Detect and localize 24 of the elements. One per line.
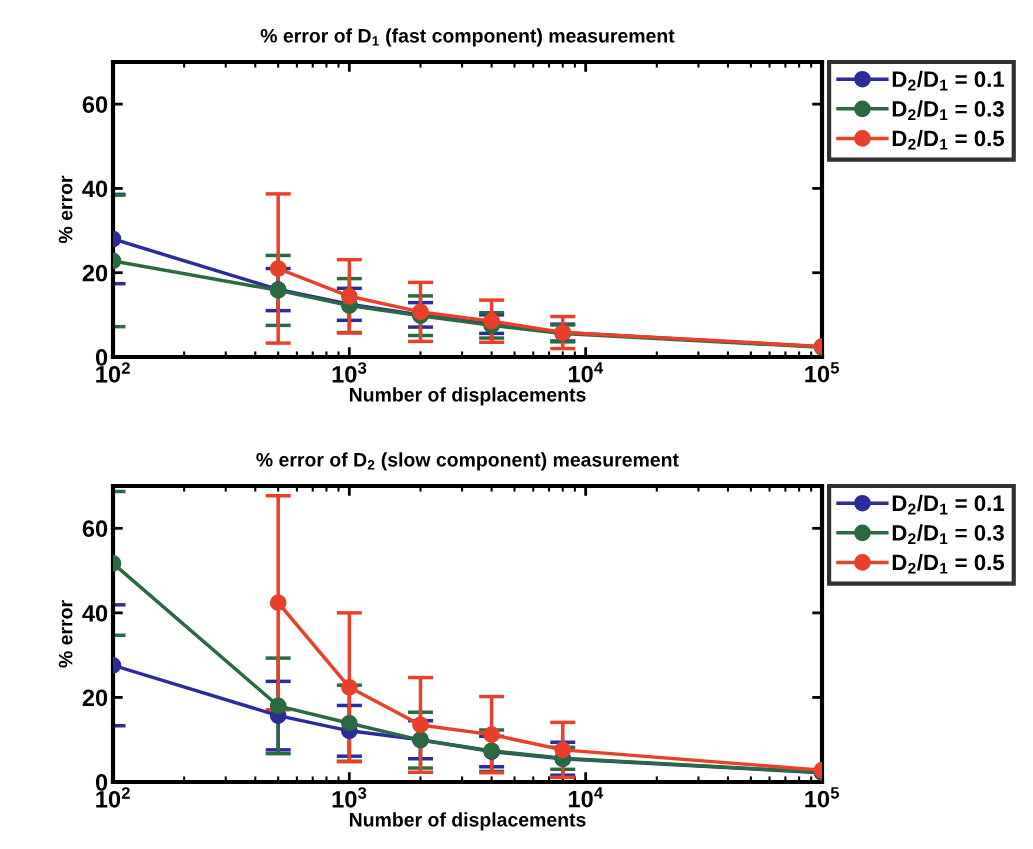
chart-title: % error of D$_{2}$ (slow component) measurement [256, 452, 679, 471]
y-tick-label: 40 [82, 604, 108, 622]
legend-label: D$_{2}$/D$_{1}$ = 0.5 [892, 129, 1005, 150]
legend-label: D$_{2}$/D$_{1}$ = 0.1 [892, 70, 1005, 91]
x-axis-title: Number of displacements [349, 387, 586, 406]
chart-title: % error of D$_{1}$ (fast component) measurement [260, 28, 675, 47]
legend-label: D$_{2}$/D$_{1}$ = 0.5 [892, 553, 1005, 574]
y-tick-label: 20 [82, 264, 108, 282]
y-tick-label: 40 [82, 180, 108, 198]
legend-label: D$_{2}$/D$_{1}$ = 0.3 [892, 524, 1004, 544]
legend-label: D$_{2}$/D$_{1}$ = 0.1 [892, 494, 1005, 515]
x-tick-label: 10$^{3}$ [332, 362, 367, 383]
x-tick-label: 10$^{4}$ [568, 362, 604, 383]
x-tick-label: 10$^{4}$ [568, 787, 604, 808]
x-axis-title: Number of displacements [349, 812, 586, 831]
y-tick-label: 60 [82, 520, 108, 538]
x-tick-label: 10$^{5}$ [805, 362, 840, 383]
x-tick-label: 10$^{3}$ [332, 787, 367, 808]
y-axis-title: % error [58, 600, 73, 668]
legend-label: D$_{2}$/D$_{1}$ = 0.3 [892, 100, 1004, 120]
y-axis-title: % error [58, 175, 73, 244]
x-tick-label: 10$^{5}$ [805, 787, 840, 808]
y-tick-label: 60 [82, 96, 108, 113]
y-tick-label: 20 [82, 689, 108, 707]
